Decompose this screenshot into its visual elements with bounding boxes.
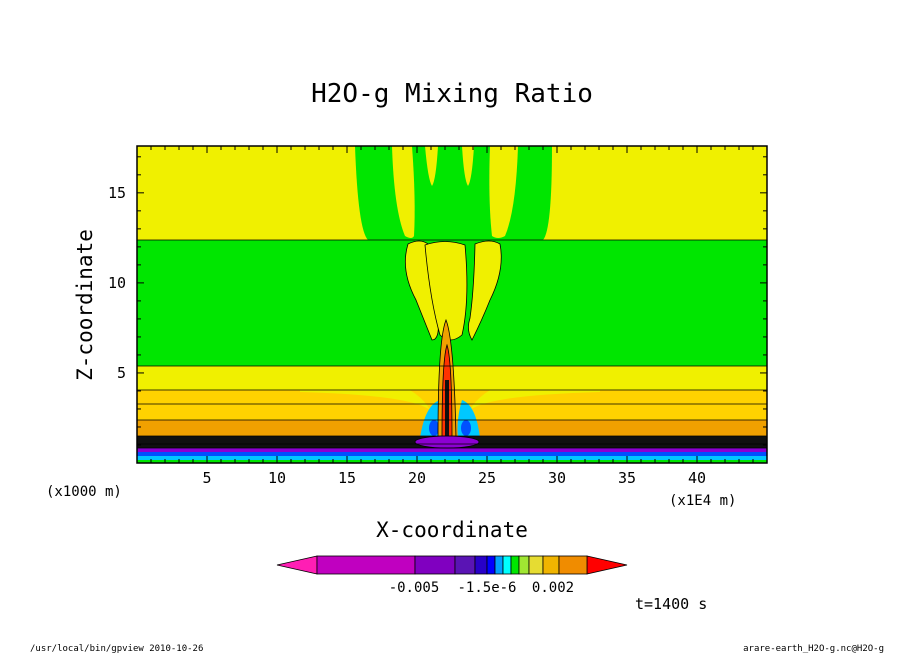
colorbar-segment	[510, 555, 520, 575]
x-tick-label: 10	[268, 469, 286, 487]
colorbar-label: -1.5e-6	[457, 580, 516, 596]
blue-surface-band	[137, 452, 767, 456]
x-tick-label: 30	[548, 469, 566, 487]
colorbar-segment	[518, 555, 530, 575]
yellow-wedge	[470, 366, 600, 410]
purple-surface-band	[137, 448, 767, 452]
blue-cell	[429, 420, 439, 436]
x-tick-label: 35	[618, 469, 636, 487]
cyan-surface-band	[137, 456, 767, 460]
blue-cell	[461, 420, 471, 436]
y-tick-label: 15	[108, 184, 126, 202]
x-unit-left: (x1000 m)	[46, 484, 122, 500]
x-tick-labels: 5 10 15 20 25 30 35 40	[202, 469, 706, 487]
colorbar-label: 0.002	[532, 580, 574, 596]
colorbar-labels: -0.005 -1.5e-6 0.002	[389, 580, 574, 596]
footer-right: arare-earth_H2O-g.nc@H2O-g	[743, 644, 884, 654]
colorbar-low-arrow	[276, 555, 318, 575]
yellow-lobe	[424, 241, 468, 341]
colorbar-high-arrow	[586, 555, 628, 575]
x-unit-right: (x1E4 m)	[669, 493, 736, 509]
colorbar-segment	[494, 555, 504, 575]
colorbar-segment	[486, 555, 496, 575]
x-tick-label: 40	[688, 469, 706, 487]
colorbar-segment	[558, 555, 588, 575]
time-label: t=1400 s	[635, 595, 707, 613]
colorbar-label: -0.005	[389, 580, 440, 596]
colorbar-segment	[502, 555, 512, 575]
colorbar	[276, 555, 628, 575]
y-tick-labels: 5 10 15	[108, 184, 126, 382]
colorbar-segment	[474, 555, 488, 575]
x-tick-label: 25	[478, 469, 496, 487]
colorbar-segment	[528, 555, 544, 575]
yellow-streak	[392, 146, 415, 238]
contour-field	[137, 146, 767, 463]
x-tick-label: 20	[408, 469, 426, 487]
colorbar-segment	[454, 555, 476, 575]
yellow-lobe	[468, 240, 502, 341]
y-axis-label: Z-coordinate	[73, 229, 97, 381]
yellow-streak	[425, 146, 438, 186]
x-tick-label: 15	[338, 469, 356, 487]
yellow-wedge	[300, 366, 430, 410]
yellow-streak	[489, 146, 518, 238]
y-tick-label: 5	[117, 364, 126, 382]
footer-left: /usr/local/bin/gpview 2010-10-26	[30, 644, 203, 654]
colorbar-segment	[316, 555, 416, 575]
yellow-lobe	[404, 240, 439, 341]
plot-frame	[136, 145, 768, 464]
yellow-streak	[462, 146, 474, 186]
y-tick-label: 10	[108, 274, 126, 292]
x-tick-label: 5	[202, 469, 211, 487]
x-axis-label: X-coordinate	[376, 518, 528, 542]
central-green-column	[355, 146, 552, 240]
purple-surface-cell	[414, 435, 480, 449]
colorbar-segment	[414, 555, 456, 575]
chart-title: H2O-g Mixing Ratio	[311, 79, 593, 109]
green-surface-band	[137, 460, 767, 463]
plume-core	[445, 380, 449, 438]
colorbar-segment	[542, 555, 560, 575]
